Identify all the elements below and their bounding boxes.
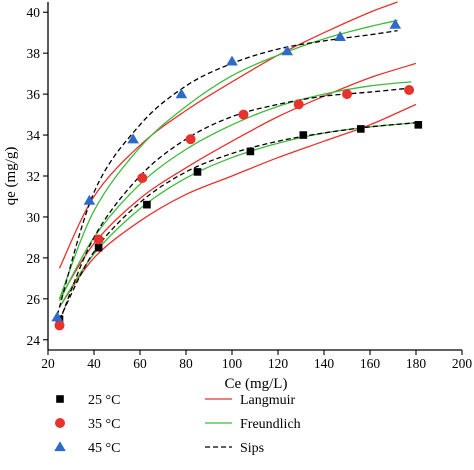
sips-fit-line bbox=[58, 122, 417, 320]
sips-fit-line bbox=[58, 87, 412, 322]
circle-data-point bbox=[342, 89, 352, 100]
circle-data-point bbox=[93, 234, 104, 245]
x-tick-label: 40 bbox=[87, 356, 101, 371]
y-tick-label: 24 bbox=[27, 333, 41, 348]
x-axis-title: Ce (mg/L) bbox=[225, 376, 288, 392]
square-data-point bbox=[143, 200, 151, 209]
y-tick-label: 34 bbox=[27, 128, 41, 143]
triangle-data-point bbox=[83, 194, 96, 205]
square-data-point bbox=[414, 121, 423, 129]
legend-label: 35 °C bbox=[88, 417, 120, 432]
legend-marker-circle bbox=[55, 418, 65, 428]
y-tick-label: 26 bbox=[27, 292, 41, 307]
legend: 25 °C 35 °C 45 °C Langmuir Freundlich Sips bbox=[54, 393, 301, 456]
legend-label: Langmuir bbox=[240, 393, 296, 408]
circle-data-point bbox=[54, 320, 65, 331]
y-tick-label: 30 bbox=[27, 210, 41, 225]
triangle-data-point bbox=[226, 55, 238, 66]
x-tick-label: 120 bbox=[268, 356, 289, 371]
triangle-data-point bbox=[281, 45, 293, 56]
x-tick-label: 140 bbox=[314, 356, 335, 371]
x-tick-label: 60 bbox=[133, 356, 147, 371]
triangle-data-point bbox=[51, 311, 63, 322]
square-data-point bbox=[94, 243, 103, 252]
triangle-data-point bbox=[175, 88, 188, 99]
circle-data-point bbox=[293, 99, 304, 110]
legend-marker-triangle bbox=[54, 441, 66, 452]
square-data-point bbox=[357, 125, 365, 133]
square-data-point bbox=[299, 131, 308, 139]
x-tick-label: 160 bbox=[360, 356, 381, 371]
langmuir-fit-line bbox=[58, 62, 417, 300]
freundlich-fit-line bbox=[58, 19, 398, 300]
square-data-point bbox=[193, 168, 202, 176]
langmuir-fit-line bbox=[58, 103, 417, 308]
legend-label: 45 °C bbox=[88, 441, 120, 456]
legend-label: 25 °C bbox=[88, 393, 120, 408]
data-points bbox=[51, 18, 423, 331]
x-tick-label: 80 bbox=[179, 356, 193, 371]
y-tick-label: 38 bbox=[27, 46, 41, 61]
circle-data-point bbox=[137, 173, 148, 184]
freundlich-fit-line bbox=[58, 122, 417, 308]
triangle-data-point bbox=[389, 18, 402, 29]
fit-lines bbox=[56, 1, 417, 322]
axes: 20 40 60 80 100 120 140 160 180 200 24 26 28 30 32 34 36… bbox=[27, 2, 473, 371]
legend-label: Freundlich bbox=[240, 417, 301, 432]
triangle-data-point bbox=[334, 31, 346, 41]
langmuir-fit-line bbox=[58, 1, 398, 269]
triangle-data-point bbox=[127, 133, 139, 144]
legend-label: Sips bbox=[240, 441, 264, 456]
x-tick-label: 20 bbox=[41, 356, 55, 371]
x-tick-label: 180 bbox=[406, 356, 427, 371]
sips-fit-line bbox=[56, 30, 398, 316]
freundlich-fit-line bbox=[58, 81, 412, 302]
circle-data-point bbox=[185, 134, 196, 145]
x-tick-label: 100 bbox=[222, 356, 243, 371]
y-tick-label: 28 bbox=[27, 251, 41, 266]
circle-data-point bbox=[404, 85, 415, 96]
y-tick-label: 40 bbox=[27, 5, 41, 20]
square-data-point bbox=[246, 147, 255, 156]
y-tick-label: 36 bbox=[27, 87, 41, 102]
x-tick-label: 200 bbox=[452, 356, 473, 371]
legend-marker-square bbox=[56, 395, 64, 403]
y-axis-title: qe (mg/g) bbox=[3, 147, 19, 206]
y-tick-label: 32 bbox=[27, 169, 41, 184]
circle-data-point bbox=[238, 109, 249, 120]
